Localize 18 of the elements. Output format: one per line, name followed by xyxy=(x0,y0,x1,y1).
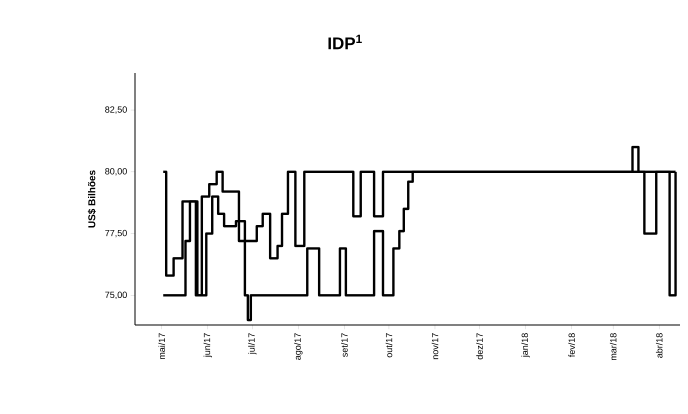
x-tick-label: ago/17 xyxy=(294,333,303,360)
x-tick-label: jul/17 xyxy=(248,333,256,354)
x-tick-label: fev/18 xyxy=(568,333,575,358)
x-tick-label: mai/17 xyxy=(158,333,166,360)
y-tick-label: 82,50 xyxy=(105,106,127,114)
x-tick-label: nov/17 xyxy=(432,333,438,360)
chart-title: IDP$^{1}$ xyxy=(328,34,362,50)
x-tick-label: jun/17 xyxy=(204,333,212,358)
x-tick-label: dez/17 xyxy=(476,333,483,360)
y-axis-title: US$ Bilhões xyxy=(88,170,96,228)
y-tick-label: 75,00 xyxy=(105,292,127,300)
x-tick-label: abr/18 xyxy=(656,333,663,358)
x-tick-label: set/17 xyxy=(341,333,348,357)
y-tick-label: 77,50 xyxy=(105,230,127,238)
x-tick-label: out/17 xyxy=(386,333,392,358)
x-tick-label: mar/18 xyxy=(610,333,616,360)
y-tick-label: 80,00 xyxy=(105,168,127,176)
x-tick-label: jan/18 xyxy=(521,333,530,358)
